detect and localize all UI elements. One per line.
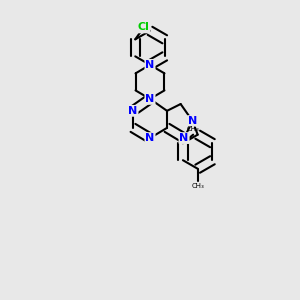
Text: N: N bbox=[146, 60, 154, 70]
Text: CH₃: CH₃ bbox=[191, 183, 204, 189]
Text: N: N bbox=[128, 106, 138, 116]
Text: N: N bbox=[188, 116, 197, 126]
Text: Cl: Cl bbox=[138, 22, 150, 32]
Text: N: N bbox=[146, 94, 154, 104]
Text: N: N bbox=[179, 133, 189, 143]
Text: N: N bbox=[146, 133, 154, 143]
Text: CH₃: CH₃ bbox=[187, 126, 200, 132]
